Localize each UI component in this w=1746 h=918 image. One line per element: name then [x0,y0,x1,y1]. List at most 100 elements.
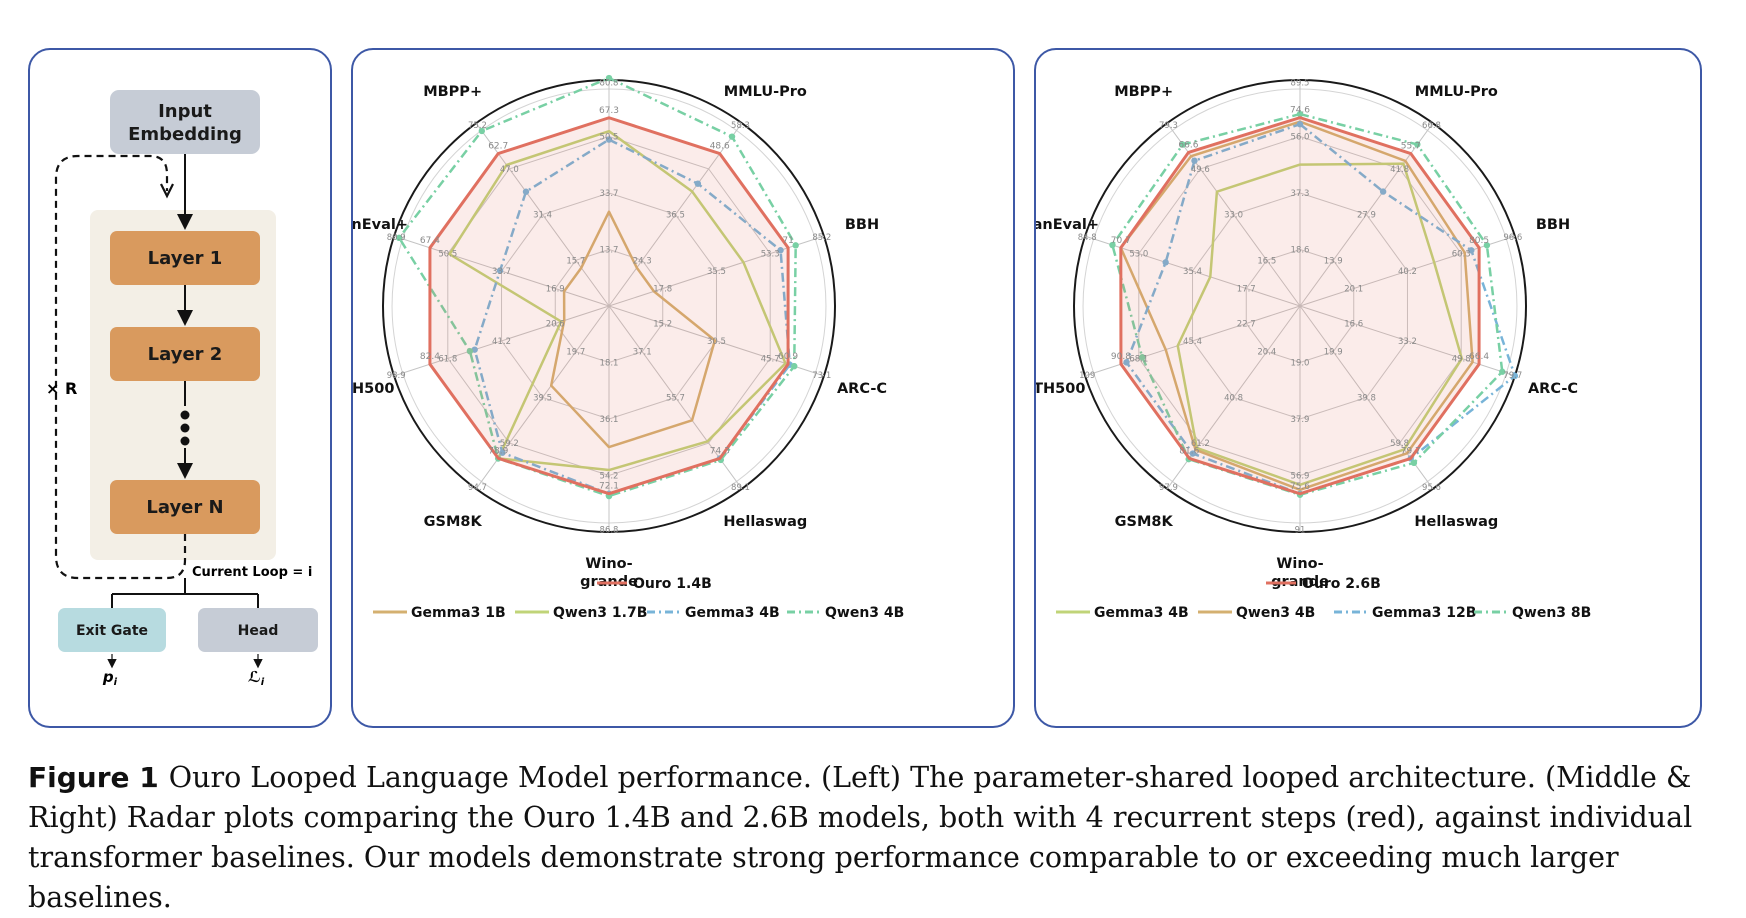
tick-bbh-1: 20.1 [1344,285,1363,295]
value-label-mmlu: 67.3 [599,106,619,116]
point-qwen3-4b-mmlu [605,74,613,82]
tick-mmlu-outer: 89.5 [1291,78,1310,88]
layer-2-label: Layer 2 [148,344,223,365]
axis-label-arc-c: ARC-C [1528,381,1578,397]
legend-label-gemma3-4b: Gemma3 4B [685,605,780,621]
axis-label-humaneval: HumanEval+ [1036,217,1099,233]
tick-mbpp-2: 33.0 [1224,211,1243,221]
value-label-bbh: 71 [782,236,793,246]
tick-bbh-3: 60.3 [1452,250,1471,260]
ellipsis-dot-1 [180,410,190,420]
series-gemma3-4b [1176,162,1464,487]
tick-mmlu-1: 18.6 [1291,246,1310,256]
tick-bbh-outer: 96.6 [1503,233,1522,243]
tick-bbh-outer: 85.2 [812,233,831,243]
tick-math500-1: 20.6 [546,319,565,329]
series-qwen3-4b [397,76,797,498]
tick-winogrande-3: 54.2 [600,472,619,482]
point-gemma3-4b-bbh [777,247,784,254]
legend-label-gemma3-12b: Gemma3 12B [1372,605,1476,621]
tick-hellaswag-2: 55.7 [666,393,685,403]
tick-gsm8k-outer: 94.7 [468,483,487,493]
axis-label-mbpp: MBPP+ [423,84,482,100]
tick-gsm8k-3: 61.2 [1191,439,1210,449]
axis-label-winogrande: Wino-grande [1271,556,1329,590]
axis-label-arc-c: ARC-C [837,381,887,397]
tick-math500-3: 68.1 [1129,354,1148,364]
layer-1-label: Layer 1 [148,248,223,269]
tick-mbpp-outer: 75.2 [468,121,487,131]
legend-label-qwen3-8b: Qwen3 8B [1512,605,1591,621]
series-ouro-1-4b [428,116,790,496]
axis-label-mmlu-pro: MMLU-Pro [1415,84,1498,100]
series-qwen3-1-7b [448,129,787,472]
value-label-hellaswag: 74.3 [710,446,730,456]
tick-bbh-1: 17.8 [653,285,672,295]
tick-humaneval-2: 33.7 [492,267,511,277]
point-gemma3-12b-humaneval [1162,259,1169,266]
value-label-mbpp: 66.6 [1178,140,1198,150]
value-label-humaneval: 70.7 [1111,236,1131,246]
value-label-math500: 90.8 [1111,352,1131,362]
tick-gsm8k-2: 39.5 [533,393,552,403]
tick-humaneval-3: 50.5 [438,250,457,260]
tick-gsm8k-outer: 97.9 [1159,483,1178,493]
tick-mmlu-pro-2: 36.5 [666,211,685,221]
axis-label-hellaswag: Hellaswag [723,514,807,530]
series-ouro-2-6b [1119,116,1481,496]
point-gemma3-12b-mbpp [1191,157,1198,164]
point-qwen3-8b-humaneval [1109,241,1116,249]
point-qwen3-8b-mbpp [1179,141,1186,148]
tick-arc-c-1: 16.6 [1344,319,1363,329]
axis-label-gsm8k: GSM8K [1115,514,1174,530]
head-box [198,608,318,652]
tick-math500-2: 41.2 [492,337,511,347]
tick-mmlu-pro-outer: 66.8 [1422,121,1441,131]
point-gemma3-4b-mmlu-pro [694,180,702,187]
looped-block-background [90,210,276,560]
point-qwen3-8b-math500 [1139,354,1146,361]
tick-hellaswag-1: 19.9 [1324,348,1343,358]
loop-dashed-path [54,154,187,580]
layer-2-box [110,327,260,381]
tick-mmlu-pro-1: 13.9 [1324,256,1343,266]
axis-label-bbh: BBH [845,217,879,233]
tick-humaneval-1: 17.7 [1237,285,1256,295]
value-label-winogrande: 72.1 [599,482,619,492]
tick-mmlu-pro-3: 41.8 [1390,165,1409,175]
value-label-mmlu-pro: 48.6 [710,142,730,152]
value-label-arc-c: 60.9 [778,352,798,362]
ellipsis-dot-3 [180,436,190,446]
tick-mbpp-1: 15.7 [566,256,585,266]
tick-math500-outer: 109 [1079,371,1095,381]
legend-label-qwen3-4b: Qwen3 4B [1236,605,1315,621]
current-loop-label: Current Loop = i [192,565,312,580]
tick-hellaswag-outer: 89.1 [731,483,750,493]
tick-mbpp-3: 49.6 [1191,165,1210,175]
tick-humaneval-3: 53.0 [1129,250,1148,260]
point-gemma3-4b-humaneval [496,267,504,274]
value-label-gsm8k: 78.9 [488,446,508,456]
point-qwen3-8b-hellaswag [1410,459,1418,467]
tick-math500-1: 22.7 [1237,319,1256,329]
tick-winogrande-outer: 86.8 [600,526,619,536]
input-embedding-box [110,90,260,154]
tick-mmlu-3: 50.5 [600,133,619,143]
axis-label-mbpp: MBPP+ [1114,84,1173,100]
tick-arc-c-3: 45.7 [761,354,780,364]
tick-mbpp-1: 16.5 [1257,256,1276,266]
value-label-bbh: 80.5 [1469,236,1489,246]
tick-mbpp-2: 31.4 [533,211,552,221]
legend-label-ouro-1-4b: Ouro 1.4B [633,576,712,592]
exit-gate-label: Exit Gate [76,623,148,639]
tick-math500-2: 45.4 [1183,337,1202,347]
input-embedding-label-1: Input [158,101,212,122]
head-output-symbol: ℒi [248,668,265,688]
tick-winogrande-2: 37.9 [1291,415,1310,425]
point-qwen3-8b-arc-c [1499,368,1506,375]
tick-mmlu-outer: 80.8 [600,78,619,88]
value-label-gsm8k: 81.6 [1179,446,1199,456]
point-qwen3-4b-bbh [792,242,799,249]
tick-winogrande-outer: 91 [1295,526,1306,536]
point-gemma3-12b-math500 [1123,359,1130,366]
